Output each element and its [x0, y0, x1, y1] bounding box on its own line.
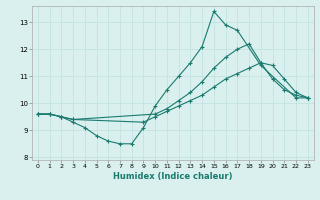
X-axis label: Humidex (Indice chaleur): Humidex (Indice chaleur) — [113, 172, 233, 181]
